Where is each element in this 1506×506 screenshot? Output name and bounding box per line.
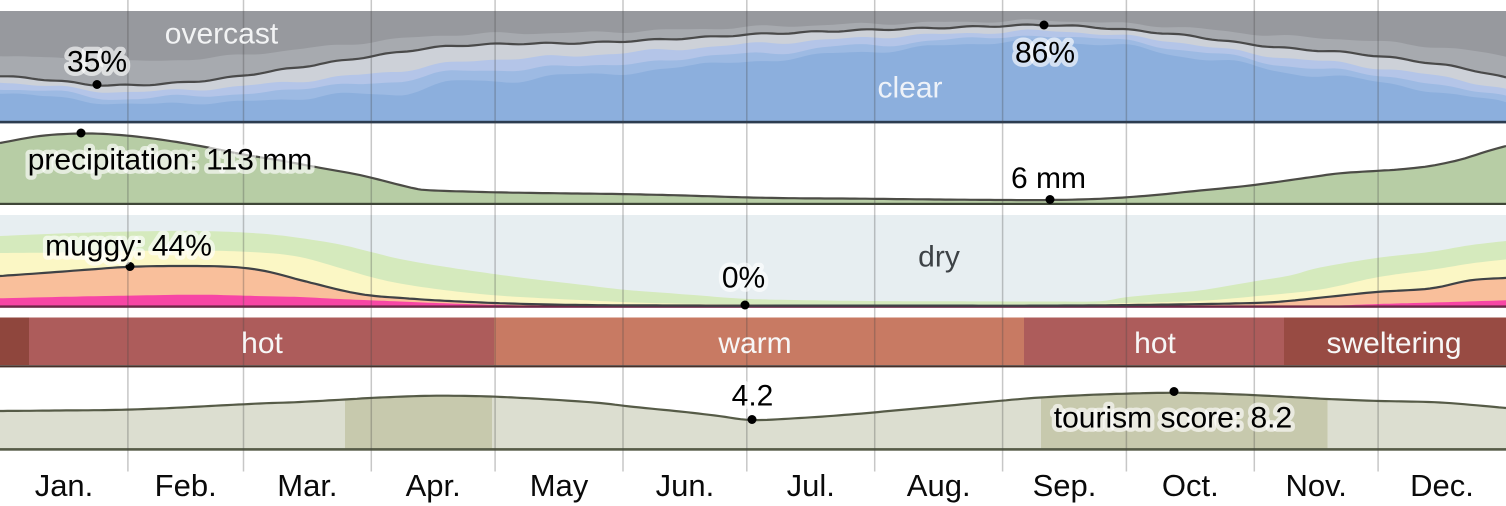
- svg-text:muggy: 44%: muggy: 44%: [45, 230, 212, 263]
- svg-text:Dec.: Dec.: [1410, 468, 1474, 503]
- svg-text:Feb.: Feb.: [155, 468, 217, 503]
- svg-text:Nov.: Nov.: [1285, 468, 1346, 503]
- svg-text:4.2: 4.2: [732, 380, 774, 413]
- svg-text:86%: 86%: [1015, 37, 1075, 70]
- svg-text:precipitation: 113 mm: precipitation: 113 mm: [28, 144, 313, 177]
- svg-text:Jun.: Jun.: [656, 468, 715, 503]
- svg-text:Apr.: Apr.: [406, 468, 461, 503]
- svg-text:Mar.: Mar.: [277, 468, 337, 503]
- svg-text:Aug.: Aug.: [907, 468, 971, 503]
- svg-text:0%: 0%: [722, 262, 765, 295]
- svg-text:6 mm: 6 mm: [1011, 162, 1086, 195]
- svg-text:hot: hot: [1134, 327, 1176, 360]
- svg-text:May: May: [530, 468, 589, 503]
- svg-text:overcast: overcast: [165, 18, 279, 51]
- svg-text:dry: dry: [918, 241, 960, 274]
- svg-text:35%: 35%: [67, 46, 127, 79]
- svg-text:Oct.: Oct.: [1162, 468, 1219, 503]
- svg-text:clear: clear: [877, 72, 942, 105]
- svg-text:warm: warm: [717, 327, 791, 360]
- svg-text:Jan.: Jan.: [35, 468, 94, 503]
- svg-text:tourism score: 8.2: tourism score: 8.2: [1054, 402, 1292, 435]
- svg-text:Jul.: Jul.: [787, 468, 835, 503]
- svg-text:hot: hot: [241, 327, 283, 360]
- svg-text:sweltering: sweltering: [1326, 327, 1461, 360]
- svg-text:Sep.: Sep.: [1033, 468, 1097, 503]
